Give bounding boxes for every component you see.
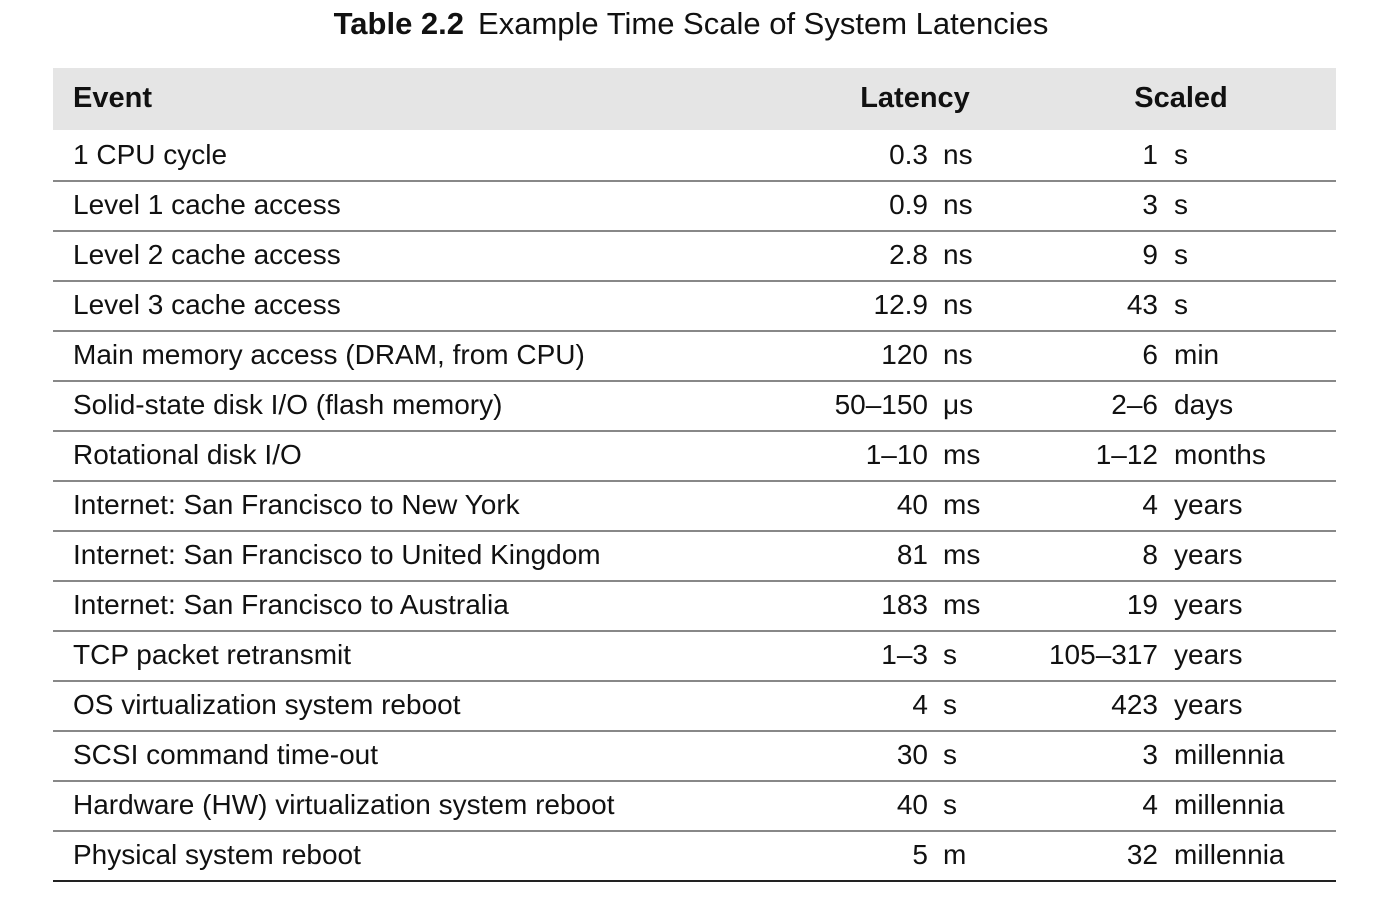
row-separator	[53, 230, 1336, 232]
latency-value: 40	[896, 789, 928, 820]
scaled-value: 105–317	[1048, 639, 1158, 670]
event-cell: Internet: San Francisco to New York	[73, 489, 520, 520]
latency-value: 50–150	[834, 389, 928, 420]
latency-unit: μs	[943, 389, 974, 420]
latency-unit: ms	[943, 489, 981, 520]
scaled-value: 4	[1142, 789, 1158, 820]
event-cell: Level 3 cache access	[73, 289, 341, 320]
latency-unit: ns	[943, 189, 973, 220]
row-separator	[53, 530, 1336, 532]
scaled-unit: years	[1174, 489, 1243, 520]
latency-unit: s	[943, 639, 957, 670]
latency-unit: m	[943, 839, 967, 870]
latency-value: 81	[896, 539, 928, 570]
row-separator	[53, 880, 1336, 882]
event-cell: Level 1 cache access	[73, 189, 341, 220]
event-cell: Level 2 cache access	[73, 239, 341, 270]
scaled-unit: days	[1174, 389, 1234, 420]
header-cell: Event	[73, 82, 152, 114]
scaled-unit: years	[1174, 689, 1243, 720]
row-separator	[53, 330, 1336, 332]
latency-value: 30	[896, 739, 928, 770]
header-cell: Scaled	[1134, 82, 1228, 114]
row-separator	[53, 580, 1336, 582]
latency-unit: ms	[943, 539, 981, 570]
event-cell: Hardware (HW) virtualization system rebo…	[73, 789, 615, 820]
row-separator	[53, 180, 1336, 182]
scaled-value: 19	[1126, 589, 1158, 620]
scaled-value: 423	[1111, 689, 1158, 720]
latency-value: 1–3	[881, 639, 928, 670]
event-cell: Main memory access (DRAM, from CPU)	[73, 339, 585, 370]
latency-value: 2.8	[889, 239, 928, 270]
table-label: Table 2.2	[333, 6, 465, 41]
scaled-value: 32	[1126, 839, 1158, 870]
row-separator	[53, 630, 1336, 632]
row-separator	[53, 480, 1336, 482]
event-cell: SCSI command time-out	[73, 739, 378, 770]
scaled-unit: millennia	[1174, 789, 1285, 820]
header-band	[53, 68, 1336, 130]
header-cell: Latency	[860, 82, 970, 114]
row-separator	[53, 780, 1336, 782]
scaled-value: 2–6	[1111, 389, 1158, 420]
latency-unit: ms	[943, 439, 981, 470]
scaled-unit: s	[1174, 139, 1188, 170]
scaled-value: 4	[1142, 489, 1158, 520]
event-cell: Physical system reboot	[73, 839, 361, 870]
event-cell: Solid-state disk I/O (flash memory)	[73, 389, 503, 420]
scaled-unit: min	[1174, 339, 1220, 370]
row-separator	[53, 280, 1336, 282]
scaled-unit: s	[1174, 239, 1188, 270]
latency-value: 0.9	[889, 189, 928, 220]
event-cell: Rotational disk I/O	[73, 439, 302, 470]
latency-unit: s	[943, 739, 957, 770]
event-cell: OS virtualization system reboot	[73, 689, 461, 720]
scaled-value: 8	[1142, 539, 1158, 570]
latency-unit: ns	[943, 339, 973, 370]
row-separator	[53, 430, 1336, 432]
scaled-value: 3	[1142, 739, 1158, 770]
scaled-value: 9	[1142, 239, 1158, 270]
latency-value: 12.9	[873, 289, 929, 320]
latency-unit: ns	[943, 239, 973, 270]
row-separator	[53, 680, 1336, 682]
scaled-unit: millennia	[1174, 739, 1285, 770]
latency-value: 4	[912, 689, 928, 720]
scaled-unit: years	[1174, 539, 1243, 570]
event-cell: Internet: San Francisco to Australia	[73, 589, 509, 620]
latency-value: 40	[896, 489, 928, 520]
row-separator	[53, 730, 1336, 732]
scaled-value: 1	[1142, 139, 1158, 170]
latency-unit: ns	[943, 139, 973, 170]
latency-value: 183	[881, 589, 928, 620]
scaled-value: 43	[1126, 289, 1158, 320]
latency-value: 1–10	[865, 439, 928, 470]
scaled-value: 1–12	[1095, 439, 1158, 470]
latency-unit: s	[943, 689, 957, 720]
row-separator	[53, 380, 1336, 382]
latency-unit: s	[943, 789, 957, 820]
latency-value: 0.3	[889, 139, 928, 170]
latency-value: 120	[881, 339, 928, 370]
scaled-value: 6	[1142, 339, 1158, 370]
table-title: Table 2.2 Example Time Scale of System La…	[0, 8, 1382, 39]
latency-value: 5	[912, 839, 928, 870]
scaled-unit: millennia	[1174, 839, 1285, 870]
latency-unit: ms	[943, 589, 981, 620]
row-separator	[53, 830, 1336, 832]
event-cell: Internet: San Francisco to United Kingdo…	[73, 539, 601, 570]
latency-unit: ns	[943, 289, 973, 320]
scaled-unit: years	[1174, 589, 1243, 620]
event-cell: TCP packet retransmit	[73, 639, 352, 670]
scaled-unit: s	[1174, 189, 1188, 220]
scaled-unit: s	[1174, 289, 1188, 320]
event-cell: 1 CPU cycle	[73, 139, 228, 170]
scaled-unit: months	[1174, 439, 1266, 470]
scaled-value: 3	[1142, 189, 1158, 220]
table-caption: Example Time Scale of System Latencies	[478, 6, 1049, 41]
scaled-unit: years	[1174, 639, 1243, 670]
